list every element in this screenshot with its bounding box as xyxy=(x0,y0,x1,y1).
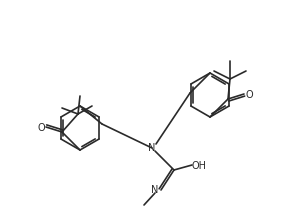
Text: O: O xyxy=(37,123,45,133)
Text: O: O xyxy=(245,90,253,100)
Text: N: N xyxy=(151,185,159,195)
Text: N: N xyxy=(148,143,156,153)
Text: OH: OH xyxy=(192,161,207,171)
